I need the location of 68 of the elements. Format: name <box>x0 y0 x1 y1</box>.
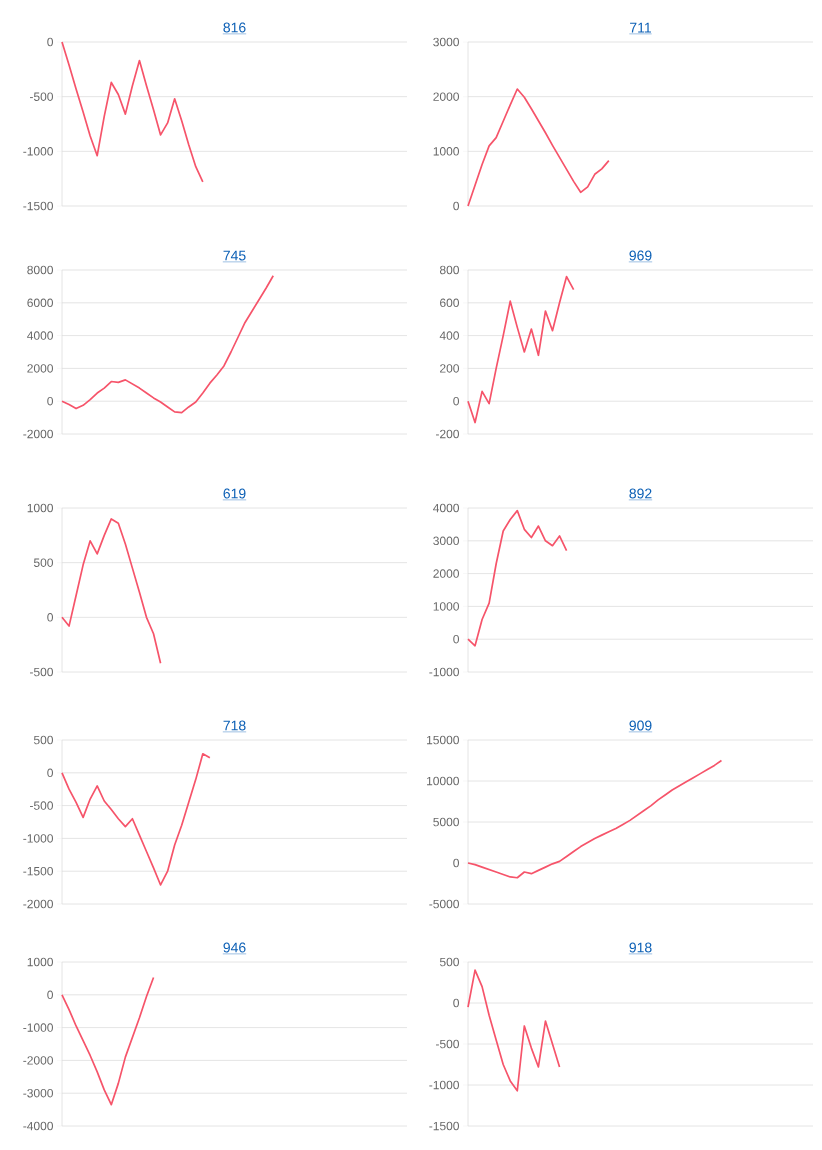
y-tick-label: -1500 <box>23 866 53 876</box>
y-tick-label: -500 <box>29 92 53 101</box>
y-tick-label: -1000 <box>23 1023 53 1032</box>
y-tick-label: 3000 <box>433 37 459 47</box>
y-tick-label: 600 <box>440 298 459 308</box>
line-series <box>467 275 575 424</box>
chart-title: 619 <box>223 488 246 499</box>
y-tick-label: -1000 <box>23 834 53 843</box>
y-tick-label: 2000 <box>27 364 53 373</box>
y-tick-label: 0 <box>453 201 460 211</box>
y-tick-label: 500 <box>439 957 459 967</box>
y-tick-label: 5000 <box>433 817 459 827</box>
y-tick-label: -200 <box>435 429 459 439</box>
y-tick-label: 2000 <box>433 92 459 101</box>
y-tick-label: 800 <box>439 265 459 275</box>
y-tick-label: -3000 <box>23 1088 53 1098</box>
line-series <box>61 518 162 665</box>
chart-title: 892 <box>629 488 652 499</box>
y-tick-label: 4000 <box>27 331 53 340</box>
y-tick-label: 0 <box>47 396 53 406</box>
chart-title: 909 <box>629 720 652 731</box>
y-tick-label: 6000 <box>27 298 53 308</box>
y-tick-label: 0 <box>47 37 53 47</box>
line-series <box>467 969 561 1092</box>
line-series <box>467 509 568 647</box>
y-tick-label: -1000 <box>23 147 53 156</box>
y-tick-label: -2000 <box>23 899 53 909</box>
y-tick-label: 0 <box>47 768 53 778</box>
y-tick-label: -4000 <box>23 1121 53 1131</box>
y-tick-label: 0 <box>47 613 53 622</box>
chart-title: 946 <box>223 942 246 953</box>
y-tick-label: 0 <box>47 990 53 1000</box>
y-tick-label: 200 <box>440 364 459 373</box>
y-tick-label: 0 <box>453 634 460 644</box>
y-tick-label: -1500 <box>429 1121 459 1131</box>
y-tick-label: -1000 <box>429 667 459 677</box>
chart-title: 711 <box>630 22 651 33</box>
y-tick-label: 8000 <box>27 265 53 275</box>
y-tick-label: -1500 <box>23 201 53 211</box>
y-tick-label: -500 <box>29 801 53 810</box>
y-tick-label: 0 <box>453 396 460 406</box>
y-tick-label: 0 <box>453 858 460 868</box>
y-tick-label: 4000 <box>433 503 459 513</box>
y-tick-label: -2000 <box>23 1056 53 1065</box>
chart-title: 816 <box>223 22 246 33</box>
y-tick-label: 3000 <box>433 536 459 546</box>
y-tick-label: -5000 <box>429 899 459 909</box>
y-tick-label: -2000 <box>23 429 53 439</box>
y-tick-label: 0 <box>453 998 460 1008</box>
y-tick-label: -1000 <box>429 1080 459 1090</box>
y-tick-label: -500 <box>435 1039 459 1049</box>
y-tick-label: 1000 <box>27 957 53 967</box>
y-tick-label: 10000 <box>427 776 459 786</box>
y-tick-label: 1000 <box>433 147 459 156</box>
y-tick-label: 1000 <box>27 503 53 513</box>
y-tick-label: 400 <box>439 331 459 340</box>
y-tick-label: 1000 <box>433 602 459 611</box>
y-tick-label: 500 <box>33 558 53 567</box>
y-tick-label: 2000 <box>433 569 459 578</box>
chart-title: 718 <box>223 720 246 731</box>
line-series <box>61 41 204 183</box>
line-series <box>61 752 211 886</box>
chart-title: 745 <box>223 250 246 261</box>
y-tick-label: 15000 <box>427 735 459 745</box>
chart-title: 969 <box>629 250 652 261</box>
y-tick-label: -500 <box>29 667 53 677</box>
chart-title: 918 <box>629 942 652 953</box>
y-tick-label: 500 <box>33 735 53 745</box>
